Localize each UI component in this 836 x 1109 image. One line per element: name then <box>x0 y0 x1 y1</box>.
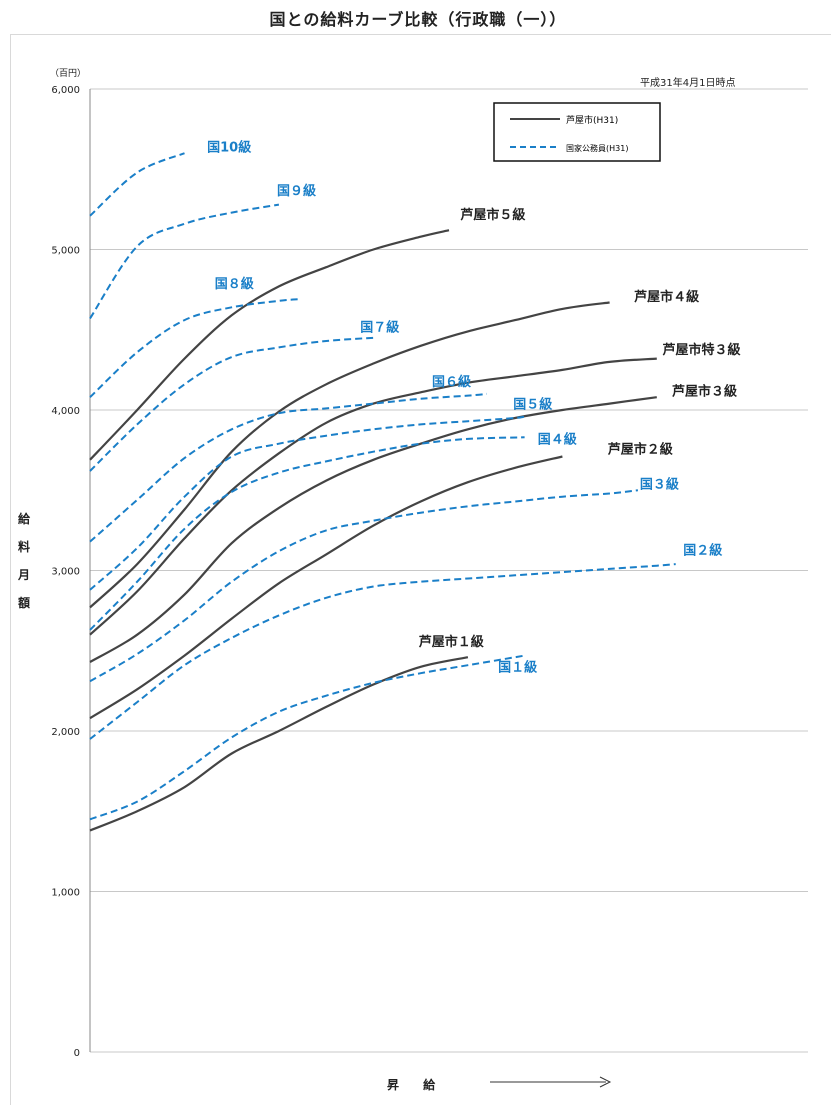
y-axis-label-char: 料 <box>17 540 30 554</box>
y-tick-label: 5,000 <box>51 246 80 257</box>
y-tick-label: 4,000 <box>51 406 80 417</box>
national-series-line <box>89 152 185 217</box>
chart-title: 国との給料カーブ比較（行政職（一）） <box>269 10 567 29</box>
y-tick-label: 6,000 <box>51 85 80 96</box>
y-axis-unit: （百円） <box>50 69 87 79</box>
national-series-line <box>89 392 487 543</box>
y-tick-label: 2,000 <box>51 727 80 738</box>
city-series-label: 芦屋市２級 <box>608 441 673 457</box>
national-series-line <box>89 415 525 591</box>
national-series-label: 国７級 <box>360 319 399 335</box>
national-series-label: 国３級 <box>640 477 679 493</box>
legend-box <box>493 102 661 162</box>
date-note: 平成31年4月1日時点 <box>640 78 736 89</box>
y-tick-label: 1,000 <box>51 888 80 899</box>
national-series-label: 国９級 <box>277 183 316 199</box>
y-tick-labels: 0 1,000 2,000 3,000 4,000 5,000 6,000 <box>51 85 80 1059</box>
legend: 芦屋市(H31) 国家公務員(H31) <box>493 102 661 162</box>
city-series-label: 芦屋市５級 <box>460 207 525 223</box>
city-series-label: 芦屋市特３級 <box>663 342 741 358</box>
legend-national-label: 国家公務員(H31) <box>566 143 628 153</box>
national-series-label: 国２級 <box>683 542 722 558</box>
y-tick-label: 0 <box>74 1048 80 1059</box>
x-axis-label: 昇 給 <box>387 1078 446 1092</box>
y-tick-label: 3,000 <box>51 567 80 578</box>
y-axis-label-char: 月 <box>17 568 30 582</box>
national-series-line <box>89 336 374 472</box>
city-series-line <box>89 301 610 609</box>
national-series-label: 国８級 <box>215 276 254 292</box>
city-series-label: 芦屋市４級 <box>634 289 699 305</box>
series-lines <box>89 152 676 832</box>
city-series-label: 芦屋市１級 <box>419 634 484 650</box>
national-series-label: 国10級 <box>207 140 251 156</box>
legend-city-label: 芦屋市(H31) <box>566 114 618 126</box>
national-series-label: 国６級 <box>432 374 471 390</box>
y-axis-label-char: 額 <box>17 596 30 610</box>
national-series-line <box>89 489 639 683</box>
grid-lines <box>89 88 808 1053</box>
city-series-label: 芦屋市３級 <box>672 384 737 400</box>
national-series-line <box>89 203 280 320</box>
national-series-label: 国５級 <box>513 396 552 412</box>
national-series-label: 国１級 <box>498 660 537 676</box>
x-axis-arrow-icon <box>490 1076 612 1088</box>
national-series-label: 国４級 <box>538 432 577 448</box>
city-series-line <box>89 656 469 832</box>
y-axis-label-char: 給 <box>17 512 30 526</box>
city-series-line <box>89 455 563 720</box>
national-series-line <box>89 654 525 821</box>
national-series-line <box>89 563 676 740</box>
chart-frame <box>10 34 831 1105</box>
national-series-line <box>89 436 525 631</box>
city-series-line <box>89 396 657 663</box>
city-series-line <box>89 229 450 461</box>
y-axis-label: 給 料 月 額 <box>14 505 34 617</box>
national-series-line <box>89 298 298 398</box>
